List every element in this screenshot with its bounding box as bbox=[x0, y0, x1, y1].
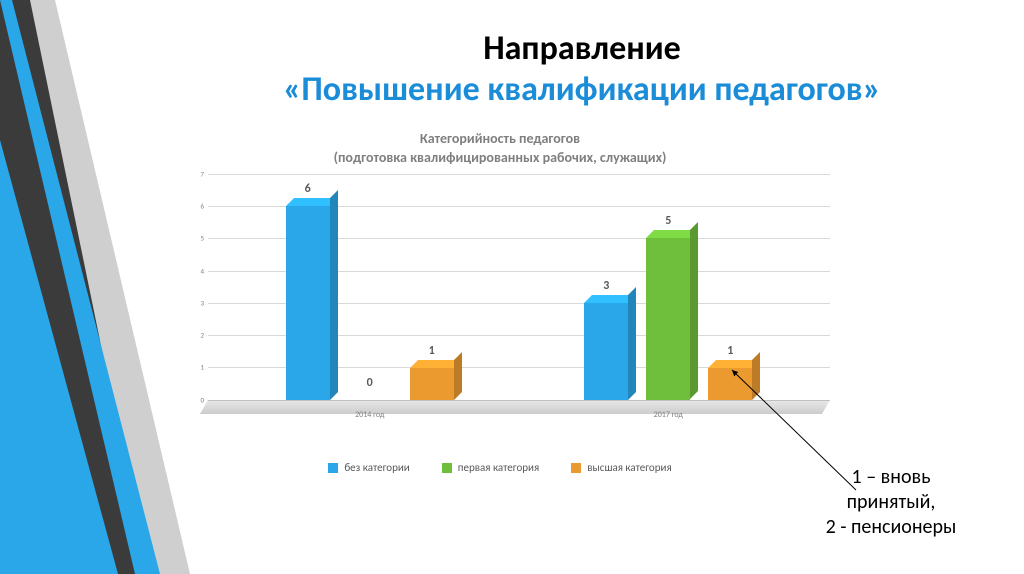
y-axis-tick: 0 bbox=[190, 395, 204, 404]
legend-label: без категории bbox=[344, 461, 409, 474]
bar-data-label: 5 bbox=[646, 214, 690, 228]
title-line-2: «Повышение квалификации педагогов» bbox=[180, 69, 984, 110]
x-axis-label: 2014 год bbox=[286, 410, 454, 420]
y-axis-tick: 5 bbox=[190, 234, 204, 243]
slide-title: Направление «Повышение квалификации педа… bbox=[180, 28, 984, 110]
legend-label: первая категория bbox=[458, 461, 539, 474]
chart-title-line-1: Категорийность педагогов bbox=[420, 130, 580, 147]
legend-swatch bbox=[328, 463, 338, 473]
chart: Категорийность педагогов (подготовка ква… bbox=[160, 130, 840, 470]
chart-bar bbox=[410, 368, 454, 400]
y-axis-tick: 6 bbox=[190, 202, 204, 211]
y-axis-tick: 3 bbox=[190, 298, 204, 307]
chart-legend: без категории первая категория высшая ка… bbox=[160, 461, 840, 474]
annotation-line-2: принятый, bbox=[847, 490, 936, 514]
y-axis-tick: 1 bbox=[190, 363, 204, 372]
annotation-line-3: 2 - пенсионеры bbox=[826, 515, 957, 539]
legend-label: высшая категория bbox=[587, 461, 671, 474]
annotation-line-1: 1 – вновь bbox=[852, 465, 931, 489]
legend-item: без категории bbox=[328, 461, 409, 474]
bar-data-label: 1 bbox=[410, 344, 454, 358]
chart-bar bbox=[708, 368, 752, 400]
x-axis-label: 2017 год bbox=[584, 410, 752, 420]
bar-data-label: 0 bbox=[348, 376, 392, 390]
chart-plot-area: 76543210 6012014 год3512017 год bbox=[160, 174, 840, 414]
bar-data-label: 3 bbox=[584, 279, 628, 293]
chart-bar-group: 6012014 год bbox=[286, 174, 454, 400]
annotation-note: 1 – вновь принятый, 2 - пенсионеры bbox=[786, 465, 996, 540]
legend-swatch bbox=[442, 463, 452, 473]
chart-title-line-2: (подготовка квалифицированных рабочих, с… bbox=[334, 149, 667, 166]
chart-bar-group: 3512017 год bbox=[584, 174, 752, 400]
bar-data-label: 1 bbox=[708, 344, 752, 358]
chart-bars-container: 6012014 год3512017 год bbox=[208, 174, 830, 400]
bar-data-label: 6 bbox=[286, 182, 330, 196]
chart-title: Категорийность педагогов (подготовка ква… bbox=[160, 130, 840, 168]
title-line-1: Направление bbox=[180, 28, 984, 69]
chart-bar bbox=[286, 206, 330, 400]
y-axis-tick: 7 bbox=[190, 169, 204, 178]
legend-item: первая категория bbox=[442, 461, 539, 474]
y-axis-tick: 2 bbox=[190, 331, 204, 340]
chart-bar bbox=[646, 238, 690, 399]
slide: Направление «Повышение квалификации педа… bbox=[0, 0, 1024, 574]
legend-swatch bbox=[571, 463, 581, 473]
chart-bar bbox=[584, 303, 628, 400]
y-axis-tick: 4 bbox=[190, 266, 204, 275]
legend-item: высшая категория bbox=[571, 461, 671, 474]
